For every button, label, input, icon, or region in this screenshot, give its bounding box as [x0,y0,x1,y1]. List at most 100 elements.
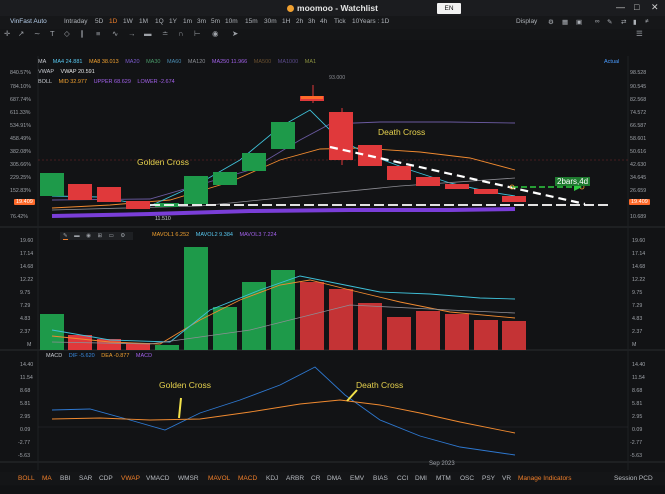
link-icon[interactable]: ∞ [595,18,600,25]
ind-kdj[interactable]: KDJ [266,475,279,482]
mavol-legend: MAVOL1 6.252 MAVOL2 9.384 MAVOL3 7.224 [152,232,282,238]
ind-wmsr[interactable]: WMSR [178,475,199,482]
ma-label[interactable]: MA [38,59,47,65]
tab-5min[interactable]: 5m [211,18,221,25]
tab-30min[interactable]: 30m [264,18,277,25]
tab-tick[interactable]: Tick [334,18,346,25]
eye-icon[interactable]: ◉ [212,29,219,38]
tab-4h[interactable]: 4h [320,18,328,25]
boll-legend: BOLL MID 32.977 UPPER 68.629 LOWER -2.67… [38,79,180,85]
ind-vwap[interactable]: VWAP [121,475,140,482]
ind-dmi[interactable]: DMI [415,475,427,482]
ma1-label: MA1 [304,59,317,65]
ruler-icon[interactable]: ▬ [144,29,152,38]
ind-cr[interactable]: CR [311,475,321,482]
ind-bbi[interactable]: BBI [60,475,71,482]
vol-copy-icon[interactable]: ▭ [108,233,114,239]
bars-icon[interactable]: ▮ [633,19,637,26]
vol-minus-icon[interactable]: ▬ [74,233,80,239]
settings-icon[interactable]: ⚙ [548,19,554,26]
trendline-icon[interactable]: ↗ [18,29,25,38]
vol-lock-icon[interactable]: ⊞ [97,233,103,239]
tab-1h[interactable]: 1H [282,18,291,25]
ind-arbr[interactable]: ARBR [286,475,305,482]
text-icon[interactable]: T [50,29,55,38]
vol-settings-icon[interactable]: ⚙ [120,233,126,239]
volume-bar [416,311,440,350]
ind-emv[interactable]: EMV [350,475,365,482]
session-label[interactable]: Session PCD [614,475,653,482]
actual-toggle[interactable]: Actual [604,59,620,65]
macd-axis-left-4: 2.95 [20,414,31,420]
grid-icon[interactable]: ▦ [562,19,569,26]
macd-label[interactable]: MACD [46,353,63,359]
lock-icon[interactable]: ⊢ [194,29,201,38]
tab-1y[interactable]: 1Y [169,18,177,25]
ind-mavol[interactable]: MAVOL [208,475,231,482]
vol-draw-icon[interactable]: ✎ [63,233,68,240]
vol-eye-icon[interactable]: ◉ [86,233,91,239]
vwap-label[interactable]: VWAP [38,69,54,75]
tab-1m[interactable]: 1M [139,18,149,25]
arrow-icon[interactable]: → [128,29,136,38]
macd-axis-right-6: -2.77 [630,440,643,446]
axis-right-1: 90.545 [630,84,647,90]
tab-3h[interactable]: 3h [308,18,316,25]
axis-left-0: 840.57% [10,70,31,76]
boll-label[interactable]: BOLL [38,79,53,85]
manage-indicators-link[interactable]: Manage Indicators [518,475,572,482]
candle [68,184,92,200]
ind-cdp[interactable]: CDP [99,475,113,482]
range-select[interactable]: 10Years : 1D [352,18,390,25]
ind-mtm[interactable]: MTM [436,475,451,482]
shape-icon[interactable]: ◇ [64,29,70,38]
tab-10min[interactable]: 10m [225,18,238,25]
ind-macd[interactable]: MACD [238,475,258,482]
tab-2h[interactable]: 2h [296,18,304,25]
edit-icon[interactable]: ✎ [607,19,613,26]
tab-5d[interactable]: 5D [95,18,104,25]
tab-1q[interactable]: 1Q [155,18,164,25]
boll-upper-line [51,121,516,201]
downtrend-line[interactable] [329,145,586,206]
sidebar-toggle-icon[interactable]: ☰ [636,29,643,38]
ind-vr[interactable]: VR [502,475,512,482]
stock-name[interactable]: VinFast Auto [10,18,47,25]
ind-bias[interactable]: BIAS [373,475,388,482]
path-icon[interactable]: ≐ [162,29,169,38]
ind-osc[interactable]: OSC [460,475,475,482]
crosshair-icon[interactable]: ✛ [4,29,11,38]
tab-1w[interactable]: 1W [123,18,133,25]
measure-icon[interactable]: ∥ [80,29,84,38]
minimize-icon[interactable]: — [616,2,625,12]
brush-icon[interactable]: ∼ [34,29,41,38]
magnet-icon[interactable]: ∩ [178,29,184,38]
compare-icon[interactable]: ⇄ [621,19,627,26]
ind-cci[interactable]: CCI [397,475,409,482]
language-badge[interactable]: EN [437,3,461,14]
tab-3min[interactable]: 3m [197,18,207,25]
close-icon[interactable]: ✕ [651,2,659,12]
ma250-line [51,207,516,218]
vol-axis-right-4: 9.75 [632,290,643,296]
tab-15min[interactable]: 15m [245,18,258,25]
ind-sar[interactable]: SAR [79,475,93,482]
ind-dma[interactable]: DMA [327,475,342,482]
ind-psy[interactable]: PSY [482,475,496,482]
maximize-icon[interactable]: □ [634,2,640,12]
tab-1min[interactable]: 1m [183,18,193,25]
pattern-icon[interactable]: ∿ [112,29,119,38]
ind-ma[interactable]: MA [42,475,52,482]
vol-axis-left-4: 9.75 [20,290,31,296]
volume-bar [40,314,64,350]
fib-icon[interactable]: ≡ [96,29,101,38]
vs-icon[interactable]: ≠ [645,18,649,25]
tab-intraday[interactable]: Intraday [64,18,88,25]
cursor-icon[interactable]: ➤ [232,29,239,38]
ind-boll[interactable]: BOLL [18,475,35,482]
camera-icon[interactable]: ▣ [576,19,583,26]
ind-vmacd[interactable]: VMACD [146,475,170,482]
display-menu[interactable]: Display [516,18,538,25]
tab-1d[interactable]: 1D [109,18,118,25]
